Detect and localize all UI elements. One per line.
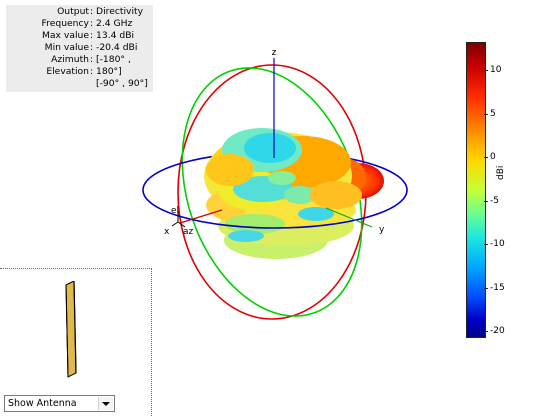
axis-label-y: y xyxy=(379,225,385,235)
info-value: -20.4 dBi xyxy=(96,42,138,53)
colorbar-tick-label: 10 xyxy=(490,65,502,75)
info-key: Min value xyxy=(44,42,89,53)
info-key: Elevation xyxy=(46,66,89,77)
show-antenna-dropdown-label: Show Antenna xyxy=(8,398,77,409)
info-key: Azimuth xyxy=(51,54,89,65)
colorbar-tick-label: -20 xyxy=(490,326,505,336)
colorbar: 10 5 0 -5 -10 -15 -20 dBi xyxy=(466,40,536,340)
info-row-elevation-range: [-90° , 90°] xyxy=(6,78,153,90)
info-row-frequency: Frequency : 2.4 GHz xyxy=(41,18,133,29)
info-value: 2.4 GHz xyxy=(96,18,133,29)
colorbar-tick-label: -15 xyxy=(490,283,505,293)
info-panel: Output : Directivity Frequency : 2.4 GHz… xyxy=(6,5,153,92)
info-row-elevation: Elevation : 180°] xyxy=(46,66,122,77)
axis-label-az: az xyxy=(183,227,194,237)
info-key: Frequency xyxy=(41,18,89,29)
info-value: 180°] xyxy=(96,66,122,77)
colorbar-tick-label: 5 xyxy=(490,109,496,119)
info-row-azimuth: Azimuth : [-180° , xyxy=(51,54,131,65)
azimuth-circle-front xyxy=(142,189,408,229)
y-axis xyxy=(325,207,373,228)
colorbar-tick-label: -10 xyxy=(490,239,505,249)
info-value: Directivity xyxy=(96,6,144,17)
directivity-surface xyxy=(204,128,384,259)
chevron-down-icon[interactable] xyxy=(98,397,113,410)
colorbar-unit-label: dBi xyxy=(496,165,506,180)
colorbar-gradient xyxy=(466,42,486,338)
info-value: [-90° , 90°] xyxy=(96,78,148,89)
colorbar-tick-label: -5 xyxy=(490,196,499,206)
axis-label-x: x xyxy=(164,227,170,237)
dipole-antenna-icon xyxy=(65,281,77,378)
info-value: [-180° , xyxy=(96,54,131,65)
info-key: Output xyxy=(57,6,89,17)
antenna-preview-pane xyxy=(0,268,152,416)
info-row-output: Output : Directivity xyxy=(57,6,144,17)
show-antenna-dropdown[interactable]: Show Antenna xyxy=(4,395,115,412)
axis-label-z: z xyxy=(272,48,277,58)
info-row-max-value: Max value : 13.4 dBi xyxy=(41,30,135,41)
axes-triad xyxy=(171,211,186,228)
info-key: Max value xyxy=(41,30,89,41)
info-value: 13.4 dBi xyxy=(96,30,135,41)
x-axis xyxy=(179,209,223,224)
colorbar-tick-label: 0 xyxy=(490,152,496,162)
info-row-min-value: Min value : -20.4 dBi xyxy=(44,42,138,53)
axis-label-el: el xyxy=(171,206,179,216)
